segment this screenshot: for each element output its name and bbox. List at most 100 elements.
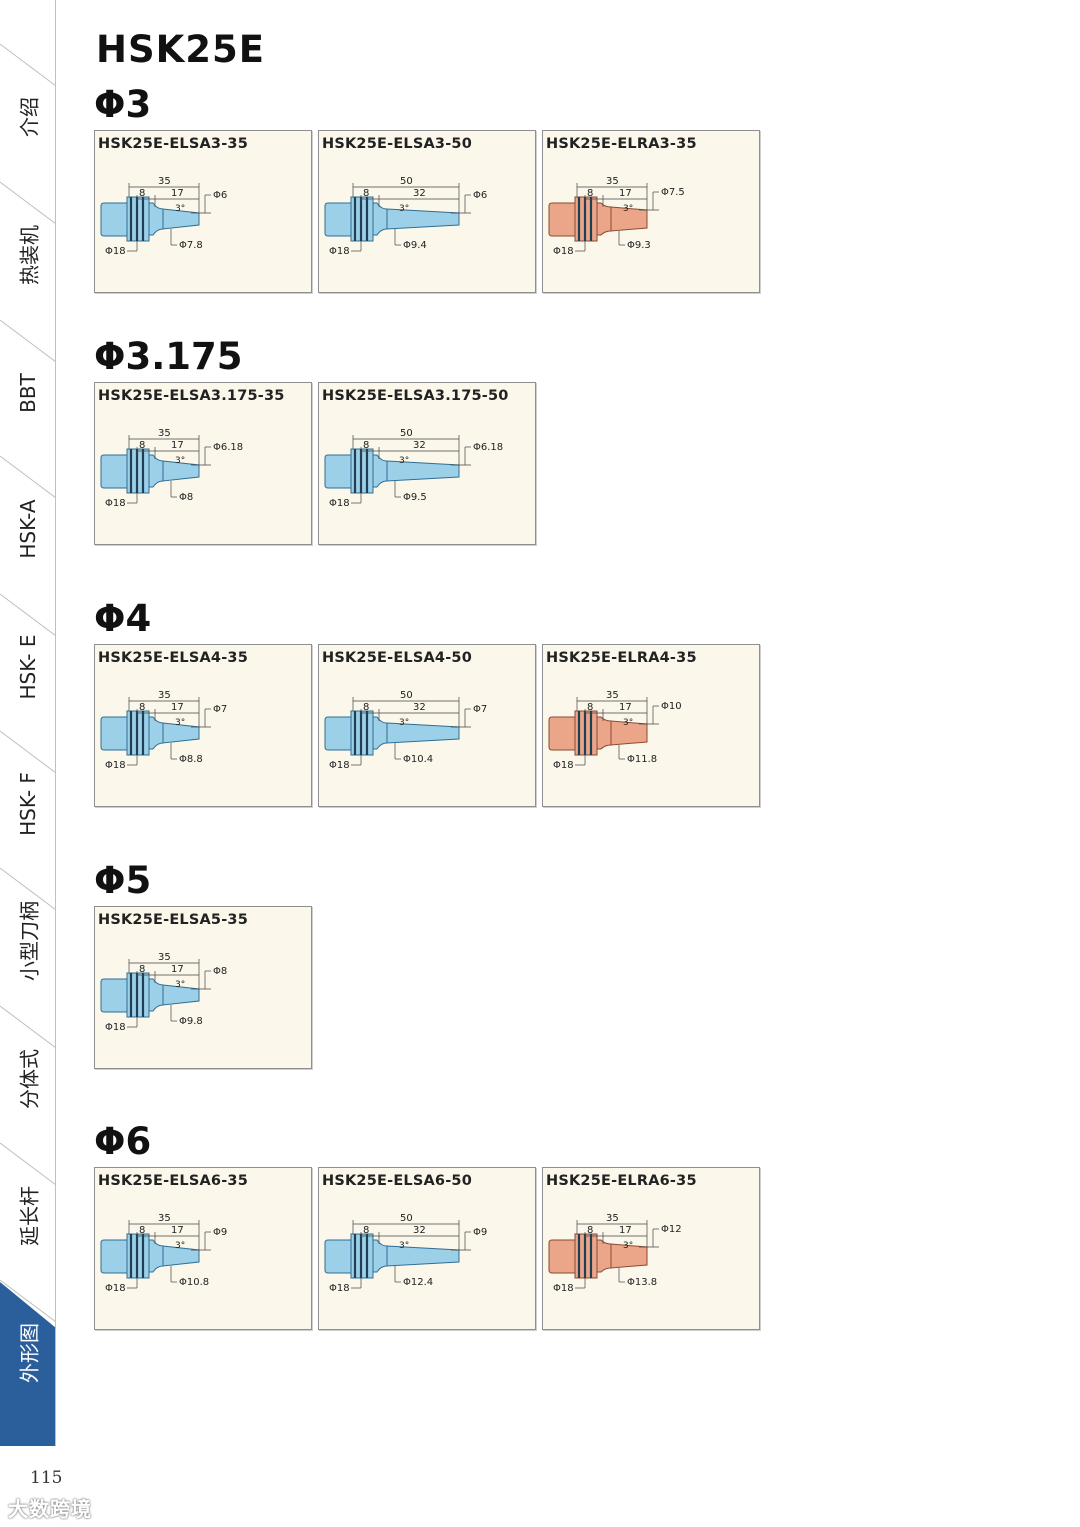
dimension-label: 35 [158, 952, 171, 963]
holder-drawing [100, 1233, 200, 1279]
dimension-label: 8 [587, 1225, 593, 1236]
dimension-label: 8 [587, 702, 593, 713]
dimension-label: 3° [623, 1241, 633, 1251]
product-card: HSK25E-ELSA6-35 35 8 17 3° Φ9 Φ18 Φ10.8 [94, 1167, 312, 1330]
dimension-label: Φ18 [553, 246, 574, 257]
section-title: Φ6 [94, 1120, 152, 1163]
dimension-label: Φ18 [553, 760, 574, 771]
dimension-label: 35 [158, 1213, 171, 1224]
product-model: HSK25E-ELSA3-35 [98, 136, 249, 152]
dimension-label: Φ7.5 [661, 187, 685, 198]
product-card: HSK25E-ELSA6-50 50 8 32 3° Φ9 Φ18 Φ12.4 [318, 1167, 536, 1330]
product-card: HSK25E-ELRA3-35 35 8 17 3° Φ7.5 Φ18 Φ9.3 [542, 130, 760, 293]
dimension-label: Φ7 [213, 704, 227, 715]
dimension-label: Φ18 [329, 246, 350, 257]
sidebar-tab-7[interactable]: 小型刀柄 [0, 872, 56, 1010]
dimension-label: Φ18 [329, 1283, 350, 1294]
holder-drawing [324, 448, 460, 494]
dimension-label: 17 [171, 1225, 184, 1236]
dimension-label: Φ9.5 [403, 492, 427, 503]
product-card: HSK25E-ELSA3.175-50 50 8 32 3° Φ6.18 Φ18 Φ9.5 [318, 382, 536, 545]
product-model: HSK25E-ELSA3-50 [322, 136, 473, 152]
sidebar-tab-4[interactable]: HSK-A [0, 460, 56, 598]
dimension-label: Φ9.3 [627, 240, 651, 251]
holder-diagram: 35 8 17 3° Φ6 Φ18 Φ7.8 [100, 176, 227, 257]
dimension-label: 32 [413, 702, 426, 713]
dimension-label: 3° [175, 204, 185, 214]
dimension-label: 17 [171, 188, 184, 199]
dimension-label: 35 [158, 428, 171, 439]
product-model: HSK25E-ELRA3-35 [546, 136, 697, 152]
sidebar-tab-label: 介绍 [17, 97, 42, 137]
dimension-label: 17 [171, 702, 184, 713]
product-model: HSK25E-ELSA5-35 [98, 912, 249, 928]
section-title: Φ3 [94, 83, 152, 126]
dimension-label: 3° [175, 1241, 185, 1251]
dimension-label: Φ6 [213, 190, 227, 201]
dimension-label: Φ6.18 [213, 442, 243, 453]
dimension-label: 50 [400, 690, 413, 701]
sidebar-tab-1[interactable]: 介绍 [0, 48, 56, 186]
dimension-label: 32 [413, 188, 426, 199]
holder-drawing [324, 1233, 460, 1279]
dimension-label: Φ9 [213, 1227, 227, 1238]
sidebar-tab-label: 小型刀柄 [17, 901, 42, 981]
dimension-label: Φ18 [105, 1022, 126, 1033]
sidebar-tab-8[interactable]: 分体式 [0, 1010, 56, 1148]
dimension-label: 3° [175, 456, 185, 466]
product-card: HSK25E-ELRA6-35 35 8 17 3° Φ12 Φ18 Φ13.8 [542, 1167, 760, 1330]
sidebar-tab-label: 外形图 [17, 1323, 42, 1383]
product-model: HSK25E-ELSA3.175-35 [98, 388, 285, 404]
dimension-label: Φ9 [473, 1227, 487, 1238]
holder-diagram: 35 8 17 3° Φ8 Φ18 Φ9.8 [100, 952, 227, 1033]
holder-drawing [324, 710, 460, 756]
product-card: HSK25E-ELSA4-35 35 8 17 3° Φ7 Φ18 Φ8.8 [94, 644, 312, 807]
sidebar-tab-6[interactable]: HSK- F [0, 735, 56, 873]
product-card: HSK25E-ELSA3-50 50 8 32 3° Φ6 Φ18 Φ9.4 [318, 130, 536, 293]
holder-diagram: 35 8 17 3° Φ7.5 Φ18 Φ9.3 [548, 176, 685, 257]
dimension-label: 8 [139, 964, 145, 975]
dimension-label: 8 [363, 188, 369, 199]
product-card: HSK25E-ELSA3-35 35 8 17 3° Φ6 Φ18 Φ7.8 [94, 130, 312, 293]
dimension-label: Φ7.8 [179, 240, 203, 251]
section-title: Φ3.175 [94, 335, 243, 378]
dimension-label: 35 [158, 176, 171, 187]
dimension-label: 3° [399, 456, 409, 466]
dimension-label: Φ18 [329, 498, 350, 509]
sidebar-lines [0, 0, 56, 1446]
dimension-label: Φ10.8 [179, 1277, 209, 1288]
sidebar-tab-label: HSK-A [16, 499, 40, 559]
product-model: HSK25E-ELSA6-50 [322, 1173, 473, 1189]
dimension-label: Φ18 [105, 760, 126, 771]
product-model: HSK25E-ELRA4-35 [546, 650, 697, 666]
dimension-label: 3° [175, 980, 185, 990]
dimension-label: 8 [139, 440, 145, 451]
watermark: 大数跨境 [8, 1497, 92, 1521]
dimension-label: 17 [619, 702, 632, 713]
section-title: Φ5 [94, 859, 152, 902]
sidebar-tab-3[interactable]: BBT [0, 324, 56, 462]
product-card: HSK25E-ELSA4-50 50 8 32 3° Φ7 Φ18 Φ10.4 [318, 644, 536, 807]
product-model: HSK25E-ELRA6-35 [546, 1173, 697, 1189]
holder-diagram: 35 8 17 3° Φ9 Φ18 Φ10.8 [100, 1213, 227, 1294]
page-title: HSK25E [96, 28, 266, 71]
dimension-label: Φ6 [473, 190, 487, 201]
sidebar-active-shape [0, 1282, 56, 1446]
holder-diagram: 50 8 32 3° Φ7 Φ18 Φ10.4 [324, 690, 487, 771]
holder-diagram: 35 8 17 3° Φ7 Φ18 Φ8.8 [100, 690, 227, 771]
holder-diagram: 35 8 17 3° Φ10 Φ18 Φ11.8 [548, 690, 682, 771]
dimension-label: 3° [399, 718, 409, 728]
dimension-label: 17 [619, 1225, 632, 1236]
dimension-label: Φ13.8 [627, 1277, 657, 1288]
section-title: Φ4 [94, 597, 152, 640]
dimension-label: Φ9.4 [403, 240, 427, 251]
sidebar-tab-10[interactable]: 外形图 [0, 1284, 56, 1422]
dimension-label: 8 [363, 440, 369, 451]
sidebar-tab-5[interactable]: HSK- E [0, 598, 56, 736]
holder-diagram: 50 8 32 3° Φ6.18 Φ18 Φ9.5 [324, 428, 503, 509]
sidebar-tab-9[interactable]: 延长杆 [0, 1147, 56, 1285]
holder-drawing [548, 1233, 648, 1279]
sidebar-tab-2[interactable]: 热装机 [0, 186, 56, 324]
dimension-label: 3° [399, 1241, 409, 1251]
sidebar-tab-label: 分体式 [17, 1049, 42, 1109]
